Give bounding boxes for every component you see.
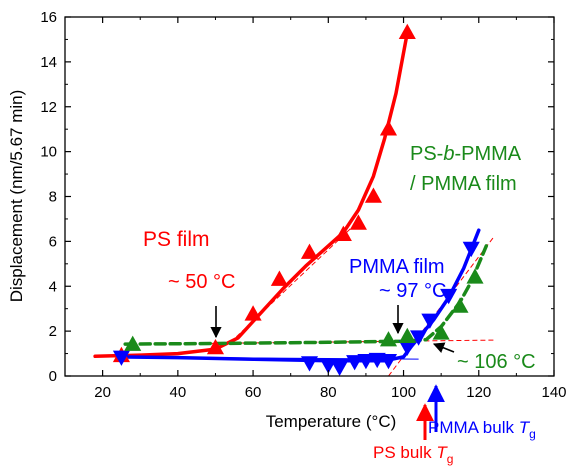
data-point-series-2 (331, 360, 349, 377)
y-tick-label: 12 (40, 99, 57, 116)
ps-bulk-tg-label: PS bulk Tg (373, 443, 453, 466)
data-point-series-3 (124, 335, 142, 351)
y-tick-label: 14 (40, 54, 57, 71)
x-tick-label: 80 (320, 384, 337, 401)
y-tick-label: 16 (40, 9, 57, 26)
data-point-series-1 (398, 23, 416, 40)
data-point-series-1 (364, 187, 382, 203)
pmma-film-label: PMMA film (349, 256, 445, 278)
x-tick-label: 120 (466, 384, 491, 401)
block-copolymer-label-line2: / PMMA film (410, 173, 517, 195)
data-point-series-3 (432, 324, 450, 340)
data-point-series-1 (300, 243, 319, 259)
data-point-series-3 (466, 268, 484, 284)
data-markers (112, 23, 484, 377)
block-copolymer-label-line1: PS-b-PMMA (410, 143, 522, 165)
data-point-series-2 (300, 356, 319, 372)
data-point-series-1 (244, 305, 262, 321)
y-tick-label: 8 (49, 189, 57, 206)
data-point-series-2 (440, 288, 458, 305)
fit-curve-3 (123, 244, 489, 346)
data-point-series-1 (349, 214, 367, 230)
data-point-series-2 (112, 350, 130, 366)
pmma-transition-label: ~ 97 °C (379, 280, 446, 302)
fit-curves (93, 30, 495, 377)
pmma-bulk-tg-label: PMMA bulk Tg (428, 418, 536, 441)
y-tick-label: 0 (49, 368, 57, 385)
x-tick-label: 40 (170, 384, 187, 401)
ps-transition-label: ~ 50 °C (168, 271, 235, 293)
block-copolymer-transition-arrow (432, 342, 455, 353)
plot-frame (64, 16, 555, 377)
y-axis-label: Displacement (nm/5.67 min) (7, 90, 26, 303)
y-tick-label: 10 (40, 144, 57, 161)
data-point-series-3 (379, 331, 398, 347)
data-point-series-1 (379, 120, 398, 136)
data-point-series-2 (379, 353, 398, 370)
x-tick-label: 60 (245, 384, 262, 401)
x-tick-label: 100 (391, 384, 416, 401)
guide-line (230, 220, 359, 343)
y-tick-label: 6 (49, 233, 57, 250)
data-point-series-2 (346, 355, 364, 371)
ps-film-label: PS film (143, 228, 210, 251)
x-axis-label: Temperature (°C) (266, 412, 397, 431)
data-point-series-3 (451, 297, 469, 313)
axes: 20 40 60 80 100 120 140 0 2 4 6 8 10 12 14 16 (40, 9, 566, 401)
data-point-series-1 (270, 270, 288, 286)
data-point-series-1 (206, 338, 225, 355)
block-copolymer-transition-label: ~ 106 °C (457, 351, 536, 373)
fit-curve-1 (93, 30, 410, 359)
data-point-series-2 (398, 340, 416, 356)
y-tick-label: 4 (49, 278, 57, 295)
data-point-series-2 (357, 353, 375, 370)
y-tick-label: 2 (49, 323, 57, 340)
data-point-series-2 (410, 330, 428, 346)
x-tick-label: 140 (541, 384, 566, 401)
data-point-series-2 (421, 313, 439, 329)
guide-line (388, 236, 495, 377)
data-point-series-3 (398, 327, 416, 344)
x-tick-label: 20 (94, 384, 111, 401)
data-point-series-2 (462, 241, 480, 258)
data-point-series-1 (334, 225, 352, 241)
